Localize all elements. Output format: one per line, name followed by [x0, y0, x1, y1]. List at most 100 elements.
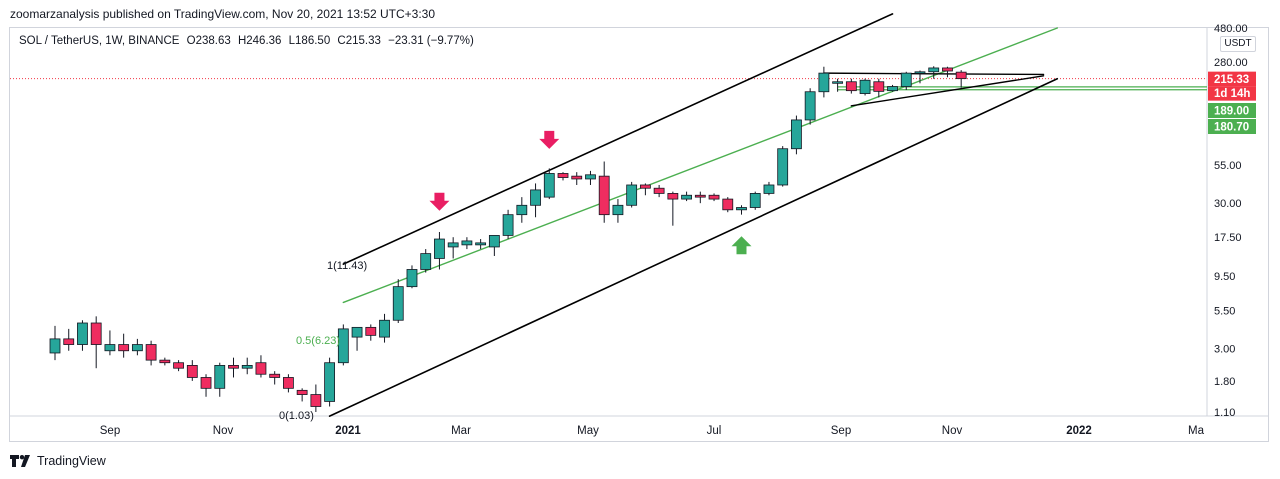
candles-layer — [49, 66, 967, 412]
time-tick-label: 2022 — [1066, 425, 1092, 437]
candle-body — [63, 338, 75, 345]
channel-upper-line — [342, 13, 894, 265]
candle — [63, 328, 75, 351]
time-tick-label: 2021 — [335, 425, 361, 437]
candle-body — [241, 365, 253, 369]
channel-lower-line — [328, 77, 1059, 417]
candle — [928, 66, 940, 79]
candle — [736, 205, 747, 215]
candle — [722, 197, 734, 213]
candle — [804, 88, 816, 125]
legend-change: −23.31 (−9.77%) — [388, 35, 474, 47]
countdown-tag-text: 1d 14h — [1214, 88, 1250, 100]
candle — [488, 235, 500, 256]
candle — [557, 172, 569, 181]
candle — [626, 181, 638, 208]
candle — [145, 340, 157, 366]
candle-body — [914, 71, 926, 74]
candle-body — [942, 67, 953, 72]
candle — [791, 115, 802, 155]
candle-body — [818, 72, 830, 93]
candle — [942, 66, 953, 78]
currency-unit-button[interactable]: USDT — [1220, 36, 1256, 52]
level-lower-tag-text: 180.70 — [1214, 122, 1249, 134]
candle-body — [296, 389, 308, 395]
price-tick-label: 30.00 — [1214, 198, 1242, 210]
legend-close: C215.33 — [337, 35, 381, 47]
candle-body — [900, 72, 912, 87]
candle-body — [159, 359, 171, 364]
candle-body — [337, 328, 349, 364]
last-price-tag-text: 215.33 — [1214, 74, 1249, 86]
candle-body — [461, 240, 473, 246]
candle — [434, 232, 445, 270]
candle-body — [392, 286, 404, 321]
candle — [914, 70, 926, 84]
fib-label-0: 0(1.03) — [279, 410, 314, 422]
candle — [818, 66, 830, 98]
candle — [777, 146, 789, 187]
candle — [337, 324, 349, 366]
candle-body — [324, 362, 336, 402]
level-lower-tag-bg — [1208, 119, 1256, 134]
arrow-down-icon — [539, 130, 560, 149]
candle-body — [928, 67, 940, 73]
price-tick-label: 3.00 — [1214, 344, 1235, 356]
candle — [639, 183, 651, 196]
candle-body — [214, 365, 226, 389]
candle-body — [49, 338, 61, 354]
price-tags-layer: 215.33 1d 14h 189.00 180.70 — [1208, 71, 1256, 134]
candle-body — [639, 184, 651, 189]
time-tick-label: Mar — [451, 425, 471, 437]
candle — [241, 357, 253, 375]
candle-body — [681, 194, 692, 200]
candle — [571, 172, 583, 185]
candle-body — [475, 242, 487, 246]
candle-body — [626, 184, 638, 206]
candle — [598, 161, 610, 223]
candle-body — [749, 193, 761, 208]
candle — [104, 330, 116, 356]
arrow-up-icon — [731, 236, 752, 255]
drawings-layer — [10, 13, 1207, 417]
candle — [887, 84, 898, 92]
candle-body — [832, 81, 844, 84]
candle — [845, 78, 857, 94]
candle — [214, 362, 226, 397]
triangle-lower-line — [850, 75, 1045, 107]
candle-body — [283, 377, 294, 389]
candle — [859, 78, 871, 96]
candle-body — [791, 119, 802, 150]
candle — [749, 191, 761, 210]
candle-body — [434, 238, 445, 259]
candle — [667, 191, 679, 226]
candle-body — [186, 365, 198, 378]
candle-body — [845, 81, 857, 92]
candle-body — [736, 207, 747, 211]
tradingview-brand[interactable]: TradingView — [10, 454, 106, 468]
markers-layer — [429, 130, 752, 255]
candle-body — [90, 322, 102, 345]
candle — [461, 237, 473, 250]
candle-body — [530, 189, 541, 206]
candle-body — [365, 326, 377, 336]
legend-symbol[interactable]: SOL / TetherUS, 1W, BINANCE — [19, 35, 180, 47]
candle-body — [804, 91, 816, 121]
level-lower-tag: 180.70 — [1208, 119, 1256, 134]
price-tick-label: 1.10 — [1214, 407, 1235, 419]
price-tick-label: 5.50 — [1214, 305, 1235, 317]
candle — [173, 360, 184, 372]
candle — [530, 183, 541, 218]
candle — [186, 360, 198, 381]
level-upper-tag: 189.00 — [1208, 103, 1256, 118]
last-price-tag-bg — [1208, 71, 1256, 87]
time-tick-label: Jul — [707, 425, 722, 437]
candle-body — [228, 365, 239, 369]
candle-body — [859, 79, 871, 94]
brand-name: TradingView — [37, 454, 106, 468]
candle-body — [557, 173, 569, 178]
candle — [763, 181, 775, 196]
candle-body — [131, 344, 143, 352]
candle-body — [488, 235, 500, 248]
